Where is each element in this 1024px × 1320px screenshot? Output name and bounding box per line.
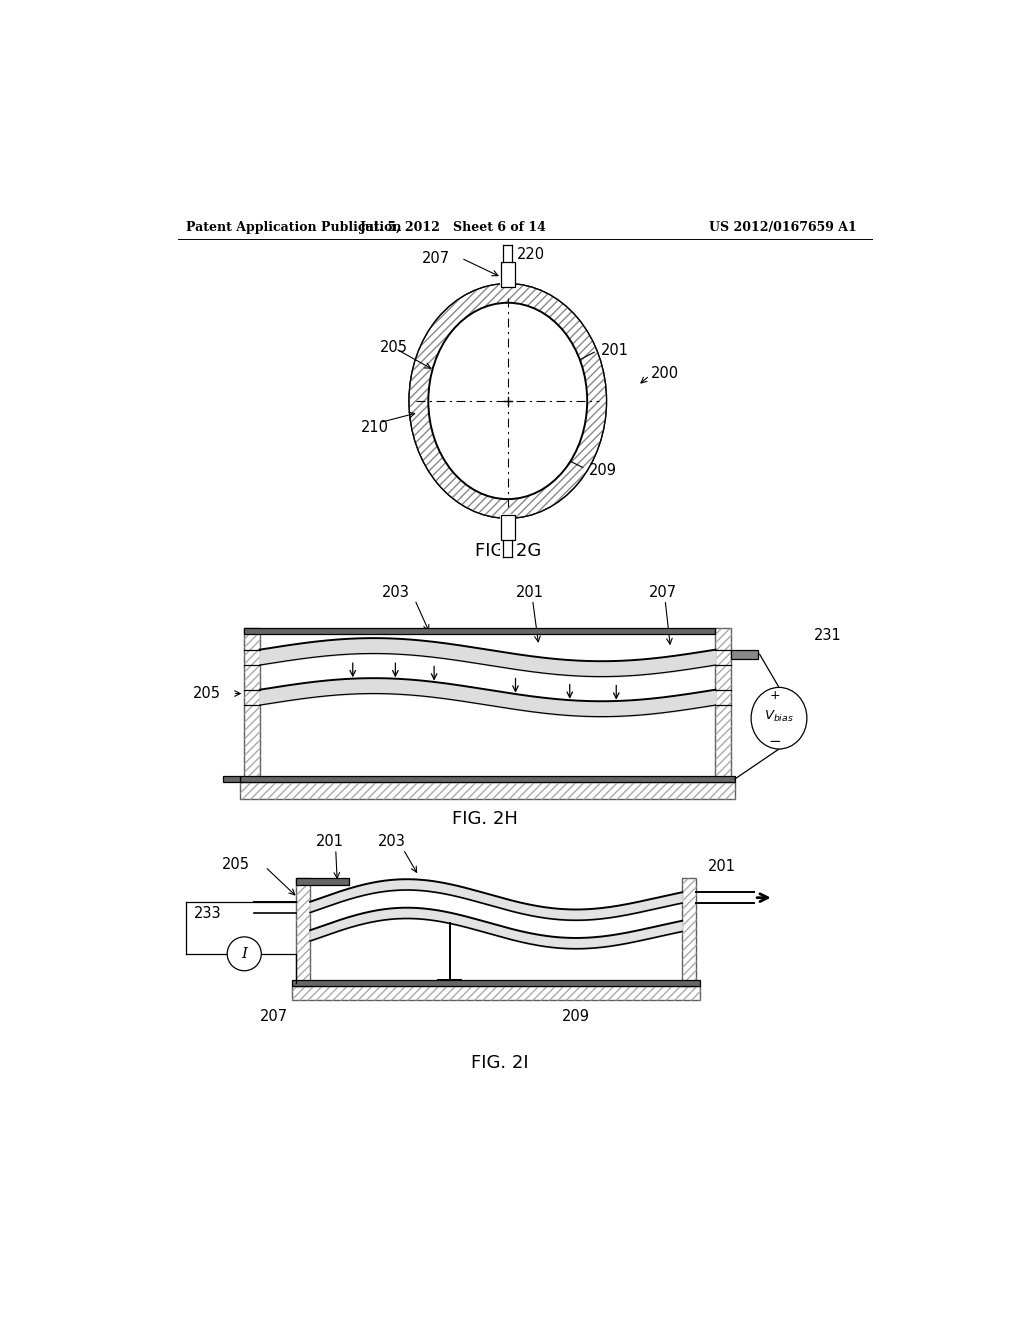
Ellipse shape [751,688,807,748]
Text: $V_{bias}$: $V_{bias}$ [764,709,794,725]
Bar [731,649,758,659]
Bar [501,261,515,286]
Bar [716,628,731,781]
Bar [245,628,716,635]
Bar [716,628,731,781]
Text: 209: 209 [562,1010,590,1024]
Bar [292,979,700,986]
Circle shape [227,937,261,970]
Text: FIG. 2H: FIG. 2H [452,810,517,828]
Text: FIG. 2I: FIG. 2I [471,1055,528,1072]
Bar [241,781,735,799]
Text: 231: 231 [814,628,842,643]
Text: 200: 200 [651,367,679,381]
Text: 210: 210 [360,420,388,436]
Text: Patent Application Publication: Patent Application Publication [186,222,401,234]
Text: 205: 205 [380,339,408,355]
Text: Jul. 5, 2012   Sheet 6 of 14: Jul. 5, 2012 Sheet 6 of 14 [360,222,547,234]
Text: 203: 203 [378,834,406,849]
Text: 205: 205 [193,686,221,701]
Bar [241,781,735,799]
Bar [500,247,515,288]
Bar [682,878,696,986]
Text: 209: 209 [589,463,617,478]
Bar [245,628,260,781]
Text: 207: 207 [648,585,677,599]
Bar [500,513,515,557]
Text: I: I [242,946,247,961]
Bar [501,515,515,540]
Text: 207: 207 [422,251,450,265]
Bar [296,878,349,884]
Bar [292,986,700,1001]
Text: 205: 205 [221,857,250,873]
Text: 201: 201 [315,834,343,849]
Text: 201: 201 [601,343,629,359]
Bar [241,776,735,781]
Text: 220: 220 [517,247,545,261]
Text: 233: 233 [194,907,221,921]
Ellipse shape [428,302,587,499]
Bar [292,986,700,1001]
Bar [296,878,310,986]
Text: FIG. 2G: FIG. 2G [475,543,541,560]
Text: +: + [770,689,780,702]
Bar [296,878,310,986]
Bar [682,878,696,986]
Text: −: − [769,734,781,748]
Text: 203: 203 [381,585,410,599]
Text: 201: 201 [708,859,735,874]
Bar [223,776,241,781]
Text: 207: 207 [260,1010,289,1024]
Ellipse shape [409,284,606,519]
Text: US 2012/0167659 A1: US 2012/0167659 A1 [710,222,857,234]
Bar [245,628,260,781]
Text: 201: 201 [515,585,544,599]
